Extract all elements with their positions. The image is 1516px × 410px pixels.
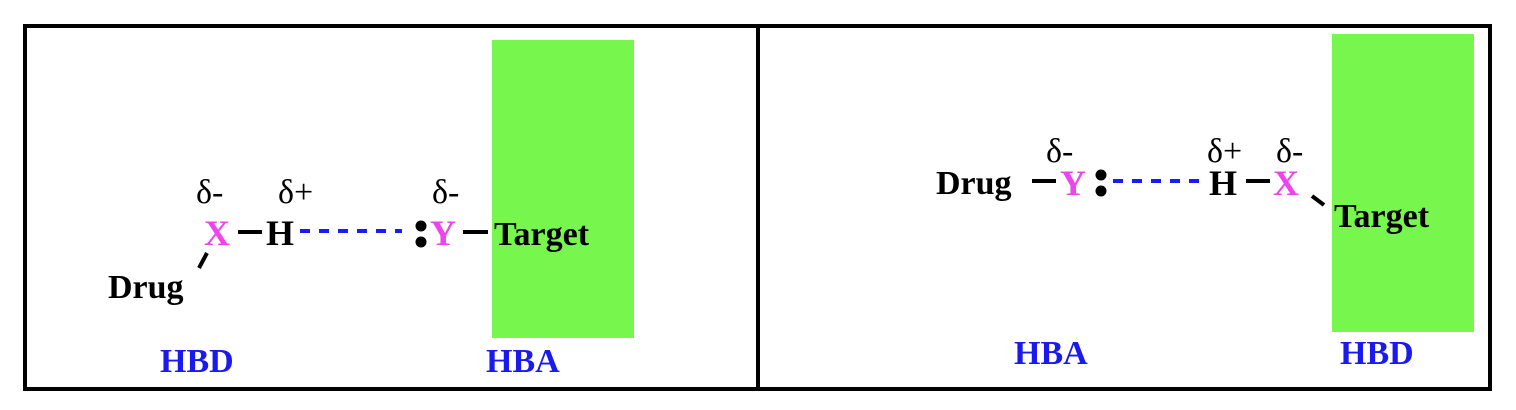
left-hydrogen: H [266,213,294,253]
left-target-block [492,40,634,338]
left-hydrogen-charge: δ+ [278,174,313,211]
left-role-donor: HBD [160,343,234,380]
left-lone-pair-bottom [415,236,427,248]
right-acceptor-charge: δ- [1046,133,1073,170]
right-panel: δ- δ+ δ- Drug Y H X Target HBA HBD [936,34,1474,372]
right-lone-pair-bottom [1095,185,1107,197]
right-lone-pair-top [1095,169,1107,181]
right-drug-label: Drug [936,165,1012,202]
left-lone-pair-top [415,220,427,232]
left-role-acceptor: HBA [486,343,560,380]
left-panel: δ- δ+ δ- X H Y Target Drug HBD HBA [108,40,634,380]
right-role-acceptor: HBA [1014,335,1088,372]
right-target-block [1332,34,1474,332]
left-donor-charge: δ- [196,174,223,211]
right-role-donor: HBD [1340,335,1414,372]
right-hydrogen-charge: δ+ [1207,133,1242,170]
right-acceptor-atom: Y [1060,163,1086,203]
right-target-label: Target [1334,198,1430,235]
right-hydrogen: H [1209,163,1237,203]
left-donor-atom: X [204,213,230,253]
left-acceptor-atom: Y [430,213,456,253]
right-donor-charge: δ- [1276,133,1303,170]
right-donor-atom: X [1273,163,1299,203]
right-x-target-bond [1310,194,1326,207]
left-target-label: Target [494,216,590,253]
left-acceptor-charge: δ- [432,174,459,211]
left-drug-bond [197,252,209,269]
left-drug-label: Drug [108,269,184,306]
